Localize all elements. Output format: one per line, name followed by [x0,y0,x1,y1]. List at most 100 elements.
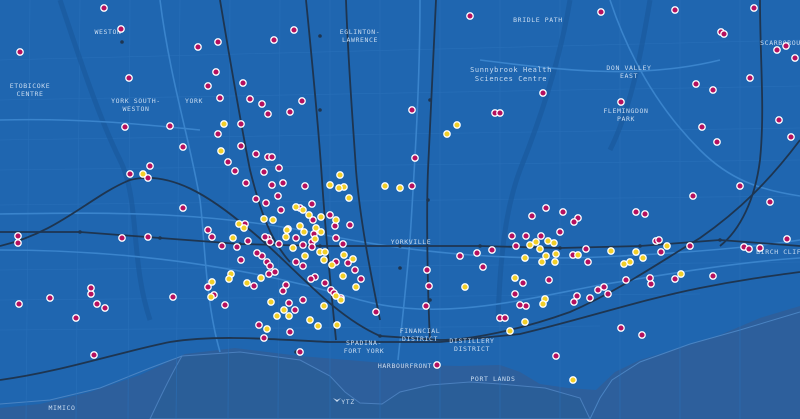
magenta-map-marker[interactable] [309,216,317,224]
magenta-map-marker[interactable] [218,242,226,250]
yellow-map-marker[interactable] [551,258,559,266]
yellow-map-marker[interactable] [285,312,293,320]
yellow-map-marker[interactable] [340,251,348,259]
magenta-map-marker[interactable] [736,182,744,190]
magenta-map-marker[interactable] [179,204,187,212]
yellow-map-marker[interactable] [282,233,290,241]
magenta-map-marker[interactable] [204,283,212,291]
magenta-map-marker[interactable] [244,237,252,245]
magenta-map-marker[interactable] [512,242,520,250]
magenta-map-marker[interactable] [537,232,545,240]
yellow-map-marker[interactable] [539,300,547,308]
magenta-map-marker[interactable] [545,276,553,284]
magenta-map-marker[interactable] [46,294,54,302]
yellow-map-marker[interactable] [280,306,288,314]
magenta-map-marker[interactable] [308,200,316,208]
magenta-map-marker[interactable] [501,314,509,322]
magenta-map-marker[interactable] [268,153,276,161]
magenta-map-marker[interactable] [339,240,347,248]
yellow-map-marker[interactable] [273,312,281,320]
magenta-map-marker[interactable] [522,302,530,310]
magenta-map-marker[interactable] [144,174,152,182]
magenta-map-marker[interactable] [214,130,222,138]
magenta-map-marker[interactable] [214,38,222,46]
magenta-map-marker[interactable] [264,110,272,118]
magenta-map-marker[interactable] [298,97,306,105]
magenta-map-marker[interactable] [326,211,334,219]
magenta-map-marker[interactable] [231,167,239,175]
magenta-map-marker[interactable] [622,276,630,284]
yellow-map-marker[interactable] [336,171,344,179]
yellow-map-marker[interactable] [333,321,341,329]
magenta-map-marker[interactable] [756,244,764,252]
magenta-map-marker[interactable] [641,210,649,218]
magenta-map-marker[interactable] [144,233,152,241]
yellow-map-marker[interactable] [607,247,615,255]
magenta-map-marker[interactable] [290,26,298,34]
magenta-map-marker[interactable] [14,239,22,247]
magenta-map-marker[interactable] [698,123,706,131]
magenta-map-marker[interactable] [307,275,315,283]
magenta-map-marker[interactable] [351,266,359,274]
magenta-map-marker[interactable] [16,48,24,56]
magenta-map-marker[interactable] [519,279,527,287]
magenta-map-marker[interactable] [552,352,560,360]
magenta-map-marker[interactable] [15,300,23,308]
magenta-map-marker[interactable] [221,301,229,309]
yellow-map-marker[interactable] [292,203,300,211]
yellow-map-marker[interactable] [312,224,320,232]
yellow-map-marker[interactable] [569,376,577,384]
yellow-map-marker[interactable] [208,278,216,286]
magenta-map-marker[interactable] [166,122,174,130]
magenta-map-marker[interactable] [87,284,95,292]
magenta-map-marker[interactable] [671,6,679,14]
yellow-map-marker[interactable] [229,234,237,242]
magenta-map-marker[interactable] [237,120,245,128]
yellow-map-marker[interactable] [314,322,322,330]
magenta-map-marker[interactable] [271,268,279,276]
magenta-map-marker[interactable] [277,206,285,214]
magenta-map-marker[interactable] [646,274,654,282]
magenta-map-marker[interactable] [604,290,612,298]
yellow-map-marker[interactable] [311,235,319,243]
magenta-map-marker[interactable] [212,68,220,76]
magenta-map-marker[interactable] [787,133,795,141]
magenta-map-marker[interactable] [266,238,274,246]
magenta-map-marker[interactable] [671,275,679,283]
magenta-map-marker[interactable] [279,287,287,295]
magenta-map-marker[interactable] [638,331,646,339]
magenta-map-marker[interactable] [573,292,581,300]
magenta-map-marker[interactable] [713,138,721,146]
magenta-map-marker[interactable] [597,8,605,16]
yellow-map-marker[interactable] [296,222,304,230]
magenta-map-marker[interactable] [266,262,274,270]
magenta-map-marker[interactable] [782,42,790,50]
magenta-map-marker[interactable] [556,228,564,236]
magenta-map-marker[interactable] [408,106,416,114]
yellow-map-marker[interactable] [317,228,325,236]
magenta-map-marker[interactable] [511,290,519,298]
yellow-map-marker[interactable] [538,258,546,266]
magenta-map-marker[interactable] [746,74,754,82]
yellow-map-marker[interactable] [337,296,345,304]
magenta-map-marker[interactable] [285,299,293,307]
magenta-map-marker[interactable] [246,95,254,103]
magenta-map-marker[interactable] [586,294,594,302]
yellow-map-marker[interactable] [139,170,147,178]
magenta-map-marker[interactable] [692,80,700,88]
magenta-map-marker[interactable] [331,222,339,230]
yellow-map-marker[interactable] [677,270,685,278]
yellow-map-marker[interactable] [453,121,461,129]
magenta-map-marker[interactable] [216,94,224,102]
yellow-map-marker[interactable] [542,252,550,260]
magenta-map-marker[interactable] [204,82,212,90]
yellow-map-marker[interactable] [335,184,343,192]
yellow-map-marker[interactable] [526,241,534,249]
magenta-map-marker[interactable] [357,275,365,283]
magenta-map-marker[interactable] [632,208,640,216]
magenta-map-marker[interactable] [250,282,258,290]
magenta-map-marker[interactable] [528,212,536,220]
magenta-map-marker[interactable] [425,282,433,290]
